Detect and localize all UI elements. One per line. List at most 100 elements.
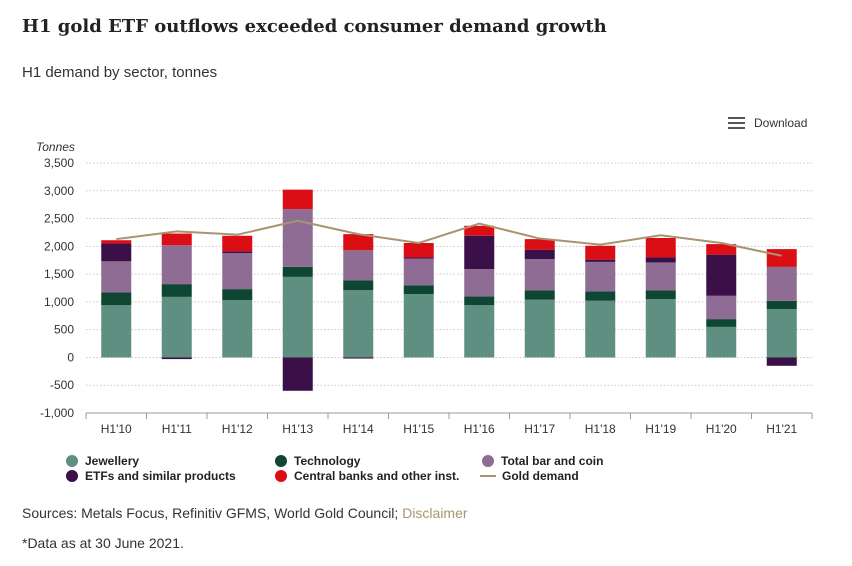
bar-total-bar-and-coin	[585, 261, 616, 292]
bar-technology	[645, 290, 676, 300]
disclaimer-link[interactable]: Disclaimer	[402, 505, 468, 521]
x-tick-label: H1'13	[282, 422, 313, 436]
bar-total-bar-and-coin	[282, 209, 313, 267]
x-tick-label: H1'10	[101, 422, 132, 436]
bar-etfs-and-similar-products	[524, 249, 555, 260]
gold-demand-line	[116, 219, 782, 257]
bar-total-bar-and-coin	[161, 245, 192, 285]
legend-item-etfs[interactable]: ETFs and similar products	[66, 469, 236, 483]
bar-technology	[464, 296, 495, 306]
bar-etfs-and-similar-products	[222, 251, 253, 253]
legend-item-jewellery[interactable]: Jewellery	[66, 454, 139, 468]
bar-central-banks-and-other-inst-	[403, 243, 434, 258]
x-tick-label: H1'12	[222, 422, 253, 436]
bar-jewellery	[101, 305, 132, 358]
bar-jewellery	[706, 326, 737, 358]
y-tick-label: -500	[50, 378, 74, 392]
y-tick-label: 3,500	[44, 156, 74, 170]
y-tick-label: 0	[67, 350, 74, 364]
bar-jewellery	[282, 276, 313, 358]
legend-label-gold-demand: Gold demand	[502, 469, 579, 483]
y-axis-title: Tonnes	[36, 140, 75, 154]
bar-central-banks-and-other-inst-	[101, 240, 132, 244]
legend-label-bar-coin: Total bar and coin	[501, 454, 604, 468]
legend-label-jewellery: Jewellery	[85, 454, 140, 468]
bar-technology	[222, 289, 253, 301]
x-tick-label: H1'15	[403, 422, 434, 436]
bar-etfs-and-similar-products	[766, 357, 797, 366]
bar-technology	[766, 300, 797, 310]
bar-central-banks-and-other-inst-	[464, 225, 495, 236]
bar-central-banks-and-other-inst-	[524, 239, 555, 250]
bar-technology	[282, 266, 313, 277]
bar-etfs-and-similar-products	[161, 357, 192, 360]
bar-etfs-and-similar-products	[585, 259, 616, 262]
bar-technology	[161, 284, 192, 297]
legend-item-technology[interactable]: Technology	[275, 454, 360, 468]
bar-jewellery	[645, 299, 676, 358]
bar-jewellery	[403, 294, 434, 358]
x-tick-label: H1'14	[343, 422, 374, 436]
bar-technology	[343, 280, 374, 291]
bar-central-banks-and-other-inst-	[766, 249, 797, 267]
stacked-bar-chart: Tonnes 3,500 3,000 2,500 2,000 1,500 1,000 500 0…	[36, 140, 813, 436]
legend-item-bar-coin[interactable]: Total bar and coin	[482, 454, 603, 468]
bar-central-banks-and-other-inst-	[282, 189, 313, 210]
x-tick-label: H1'18	[585, 422, 616, 436]
bar-total-bar-and-coin	[222, 253, 253, 290]
bar-technology	[524, 290, 555, 300]
sources-text: Sources: Metals Focus, Refinitiv GFMS, W…	[22, 505, 468, 521]
legend-swatch-bar-coin	[482, 455, 494, 467]
bar-technology	[403, 285, 434, 295]
bar-total-bar-and-coin	[343, 250, 374, 281]
chart-subtitle: H1 demand by sector, tonnes	[22, 64, 218, 81]
legend-swatch-etfs	[66, 470, 78, 482]
y-tick-label: 1,500	[44, 267, 74, 281]
legend-label-etfs: ETFs and similar products	[85, 469, 236, 483]
bar-etfs-and-similar-products	[464, 235, 495, 270]
bar-central-banks-and-other-inst-	[706, 244, 737, 255]
bar-central-banks-and-other-inst-	[161, 233, 192, 246]
x-tick-label: H1'11	[162, 422, 192, 436]
bar-total-bar-and-coin	[464, 269, 495, 297]
menu-icon	[728, 117, 745, 129]
bar-etfs-and-similar-products	[101, 243, 132, 262]
download-button[interactable]: Download	[728, 116, 807, 130]
legend-swatch-central-banks	[275, 470, 287, 482]
y-tick-label: -1,000	[40, 406, 74, 420]
bar-jewellery	[343, 290, 374, 358]
legend-item-gold-demand[interactable]: Gold demand	[480, 469, 579, 483]
legend-item-central-banks[interactable]: Central banks and other inst.	[275, 469, 459, 483]
bar-total-bar-and-coin	[403, 258, 434, 286]
bar-jewellery	[222, 300, 253, 358]
bar-etfs-and-similar-products	[403, 257, 434, 259]
bar-jewellery	[464, 305, 495, 358]
bar-central-banks-and-other-inst-	[645, 238, 676, 258]
y-tick-label: 500	[54, 323, 74, 337]
bar-total-bar-and-coin	[101, 261, 132, 293]
bar-technology	[101, 292, 132, 306]
legend-swatch-technology	[275, 455, 287, 467]
bar-jewellery	[161, 296, 192, 358]
x-tick-label: H1'20	[706, 422, 737, 436]
y-tick-label: 2,500	[44, 212, 74, 226]
bar-etfs-and-similar-products	[645, 257, 676, 263]
bar-technology	[585, 291, 616, 301]
sources-label: Sources: Metals Focus, Refinitiv GFMS, W…	[22, 505, 399, 521]
download-label: Download	[754, 116, 808, 130]
bar-total-bar-and-coin	[524, 259, 555, 291]
bar-technology	[706, 319, 737, 327]
bar-jewellery	[766, 309, 797, 358]
x-tick-label: H1'21	[766, 422, 797, 436]
y-tick-label: 1,000	[44, 295, 74, 309]
legend-swatch-gold-demand	[480, 475, 496, 477]
bar-etfs-and-similar-products	[282, 357, 313, 391]
y-tick-label: 3,000	[44, 184, 74, 198]
x-tick-label: H1'16	[464, 422, 495, 436]
bar-etfs-and-similar-products	[343, 357, 374, 359]
chart-title: H1 gold ETF outflows exceeded consumer d…	[22, 16, 607, 37]
legend-swatch-jewellery	[66, 455, 78, 467]
bar-jewellery	[585, 300, 616, 358]
bar-jewellery	[524, 299, 555, 358]
x-tick-label: H1'19	[645, 422, 676, 436]
